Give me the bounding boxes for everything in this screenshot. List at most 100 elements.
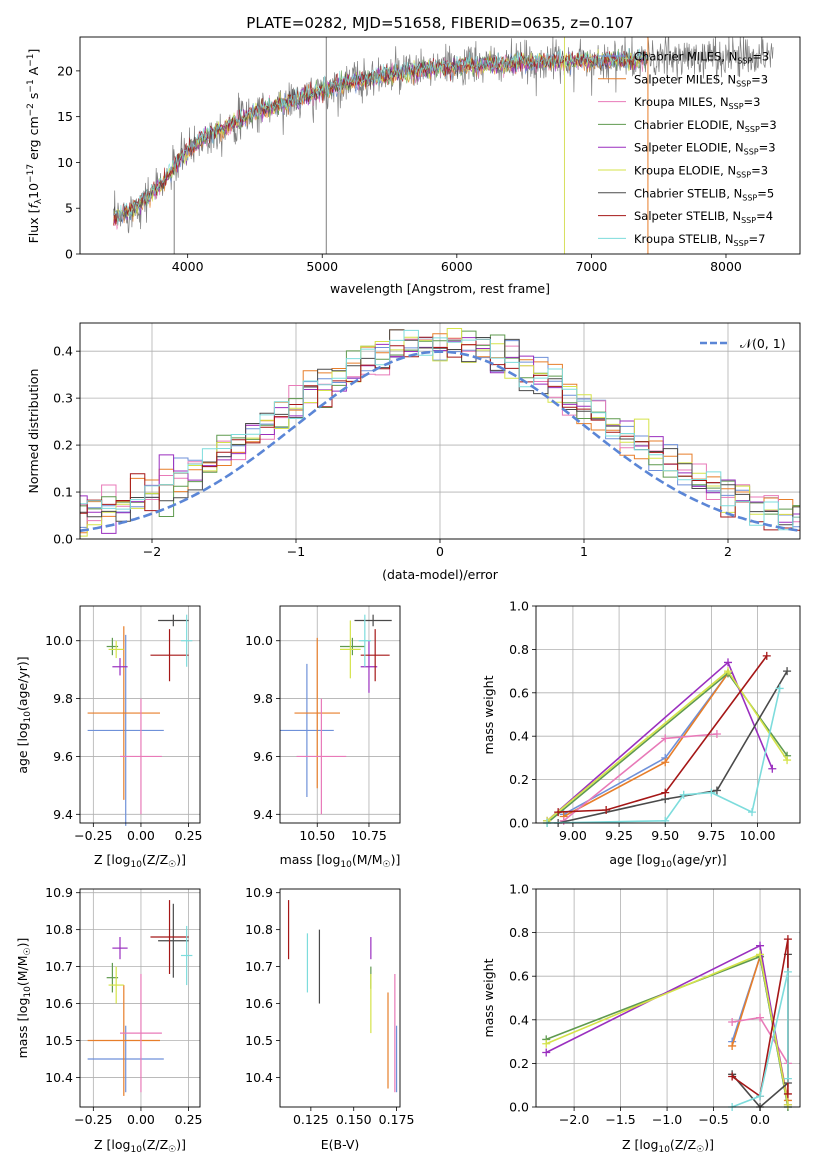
errorbar-point	[112, 937, 128, 960]
legend-entry: Chabrier STELIB, NSSP=5	[634, 186, 774, 202]
axes: −2.0 −1.5 −1.0 −0.5 0.0 0.0 0.2 0.4 0.6 0.8 1.0	[509, 882, 801, 1127]
x-tick-label: −2	[143, 544, 161, 559]
x-tick-label: 10.00	[740, 828, 776, 843]
y-tick-label: 0.0	[509, 1100, 529, 1115]
weight-marker	[724, 658, 732, 667]
x-tick-label: 0.125	[293, 1112, 329, 1127]
y-tick-label: 0.6	[509, 685, 529, 700]
weight-line	[731, 971, 789, 1108]
x-axis-label: wavelength [Angstrom, rest frame]	[330, 281, 550, 296]
x-tick-label: 0	[436, 544, 444, 559]
axes: −0.25 0.00 0.25 9.4 9.6 9.8 10.0	[45, 605, 202, 843]
errorbar-point	[108, 966, 124, 1004]
x-tick-label: 0.175	[379, 1112, 415, 1127]
x-tick-label: −0.5	[698, 1112, 728, 1127]
legend-entry: Kroupa STELIB, NSSP=7	[634, 232, 765, 248]
y-axis-label: mass [log10(M/M☉)]	[15, 938, 33, 1059]
x-tick-label: 0.00	[127, 1112, 155, 1127]
errorbar-point	[87, 626, 160, 800]
y-tick-label: 0	[65, 247, 73, 262]
x-axis-label: mass [log10(M/M☉)]	[280, 852, 401, 870]
y-tick-label: 10.9	[245, 885, 273, 900]
y-tick-label: 0.4	[509, 1012, 529, 1027]
y-tick-label: 10.4	[245, 1070, 273, 1085]
y-tick-label: 10.8	[45, 922, 73, 937]
axes: 4000 5000 6000 7000 8000 0 5 10 15 20	[57, 36, 801, 274]
axes-frame	[79, 605, 201, 824]
weight-marker	[728, 1072, 737, 1081]
axes-frame	[279, 888, 401, 1108]
y-tick-label: 10.8	[245, 922, 273, 937]
y-tick-label: 1.0	[509, 599, 529, 614]
weight-marker	[707, 788, 716, 797]
x-tick-label: −0.25	[74, 828, 112, 843]
y-tick-label: 10.0	[45, 633, 73, 648]
y-tick-label: 15	[57, 109, 73, 124]
x-axis-label: Z [log10(Z/Z☉)]	[622, 1137, 714, 1155]
weight-marker	[661, 734, 670, 743]
residual-legend: 𝒩(0, 1)	[700, 336, 786, 351]
plot-area	[287, 900, 398, 1093]
spectrum-lines	[113, 37, 774, 254]
errorbar-point	[294, 637, 340, 789]
errorbar-point	[180, 925, 193, 986]
y-tick-label: 10.6	[245, 996, 273, 1011]
x-tick-label: 0.0	[750, 1112, 770, 1127]
axes: −2 −1 0 1 2 0.0 0.1 0.2 0.3 0.4	[53, 322, 801, 559]
axes: 0.125 0.150 0.175 10.4 10.5 10.6 10.7 10.8 10.9	[245, 885, 414, 1127]
errorbar-point	[120, 698, 162, 815]
y-tick-label: 9.4	[253, 807, 273, 822]
x-tick-label: 10.75	[351, 828, 387, 843]
weight-marker	[542, 1039, 551, 1048]
errorbar-point	[158, 614, 189, 627]
y-tick-label: 0.2	[509, 1056, 529, 1071]
y-tick-label: 0.6	[509, 969, 529, 984]
weight-marker	[783, 756, 792, 765]
weight-marker	[728, 1041, 737, 1050]
errorbar-point	[296, 698, 347, 815]
weight-marker	[768, 764, 777, 773]
y-tick-label: 10.0	[245, 633, 273, 648]
weight-line	[547, 688, 781, 824]
x-tick-label: 6000	[441, 259, 473, 274]
errorbar-point	[158, 903, 189, 978]
plot-area	[542, 935, 792, 1111]
axes: −0.25 0.00 0.25 10.4 10.5 10.6 10.7 10.8 10.9	[45, 885, 202, 1127]
x-axis-label: E(B-V)	[321, 1137, 360, 1152]
weight-line	[558, 655, 768, 813]
x-tick-label: −1.0	[652, 1112, 682, 1127]
plot-area	[543, 651, 792, 827]
x-tick-label: 9.00	[559, 828, 587, 843]
y-tick-label: 0.4	[509, 729, 529, 744]
x-axis-label: Z [log10(Z/Z☉)]	[94, 1137, 186, 1155]
plot-area	[87, 614, 193, 826]
y-tick-label: 5	[65, 201, 73, 216]
legend-entry: Chabrier ELODIE, NSSP=3	[634, 118, 777, 134]
y-tick-label: 0.0	[53, 532, 73, 547]
weight-marker	[783, 1089, 792, 1098]
weight-marker	[712, 786, 721, 795]
weight-marker	[554, 808, 563, 817]
figure-title: PLATE=0282, MJD=51658, FIBERID=0635, z=0…	[246, 14, 633, 32]
weight-marker	[756, 1092, 765, 1101]
y-tick-label: 10.6	[45, 996, 73, 1011]
legend-entry: Chabrier MILES, NSSP=3	[634, 50, 769, 66]
age-vs-mass-panel: 10.50 10.75 9.4 9.6 9.8 10.0 mass [log10(M/M☉)…	[245, 605, 401, 870]
normal-curve	[80, 350, 800, 533]
weight-marker	[756, 950, 765, 959]
x-tick-label: 2	[724, 544, 732, 559]
errorbar-point	[87, 1025, 164, 1093]
y-tick-label: 9.4	[53, 807, 73, 822]
axes: 9.00 9.25 9.50 9.75 10.00 0.0 0.2 0.4 0.6 0.8 1.0	[509, 599, 801, 843]
weight-marker	[775, 684, 784, 693]
y-axis-label: mass weight	[481, 675, 496, 754]
axes-frame	[535, 605, 801, 824]
errorbar-point	[360, 640, 378, 693]
errorbar-point	[358, 614, 372, 667]
legend-entry: Salpeter STELIB, NSSP=4	[634, 209, 773, 225]
y-tick-label: 10.4	[45, 1070, 73, 1085]
y-tick-label: 9.8	[253, 691, 273, 706]
weight-marker	[756, 941, 765, 950]
y-tick-label: 0.8	[509, 642, 529, 657]
y-axis-label: age [log10(age/yr)]	[15, 656, 33, 773]
